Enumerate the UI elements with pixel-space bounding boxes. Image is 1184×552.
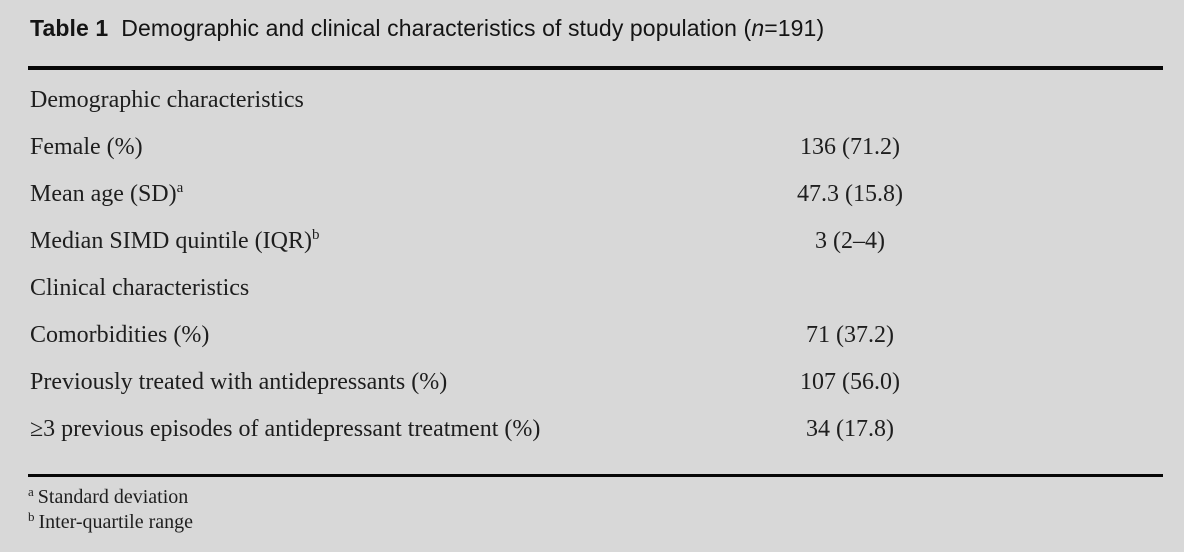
footnote-b-marker: b — [28, 509, 35, 524]
caption-n-value: =191) — [764, 15, 825, 41]
row-value: 47.3 (15.8) — [797, 181, 903, 207]
table-row: ≥3 previous episodes of antidepressant t… — [30, 406, 1060, 453]
table-row: Median SIMD quintile (IQR)b 3 (2–4) — [30, 218, 1060, 265]
section-heading: Clinical characteristics — [30, 275, 250, 301]
table-top-rule — [28, 66, 1163, 70]
row-value: 136 (71.2) — [800, 134, 900, 160]
table-row: Female (%) 136 (71.2) — [30, 124, 1060, 171]
row-value: 71 (37.2) — [806, 322, 894, 348]
row-value: 34 (17.8) — [806, 416, 894, 442]
superscript-marker: b — [311, 227, 320, 243]
row-label: Previously treated with antidepressants … — [30, 369, 448, 395]
footnote-b: b Inter-quartile range — [28, 510, 193, 535]
table-footnotes: a Standard deviation b Inter-quartile rang… — [28, 485, 193, 535]
row-label: Comorbidities (%) — [30, 322, 210, 348]
row-value: 3 (2–4) — [815, 228, 885, 254]
caption-n-italic: n — [751, 15, 765, 41]
section-heading: Demographic characteristics — [30, 87, 304, 113]
table-caption: Table 1 Demographic and clinical characte… — [30, 15, 824, 42]
table-row-section: Demographic characteristics — [30, 77, 1060, 124]
row-value — [640, 265, 1060, 312]
characteristics-table: Demographic characteristics Female (%) 1… — [30, 77, 1060, 453]
row-label: Mean age (SD) — [30, 181, 177, 207]
table-row: Mean age (SD)a 47.3 (15.8) — [30, 171, 1060, 218]
row-label: Female (%) — [30, 134, 143, 160]
table-caption-text: Demographic and clinical characteristics… — [121, 15, 752, 41]
footnote-a-text: Standard deviation — [37, 486, 189, 508]
table-bottom-rule — [28, 474, 1163, 477]
row-label: Median SIMD quintile (IQR) — [30, 228, 312, 254]
row-label: ≥3 previous episodes of antidepressant t… — [30, 416, 541, 442]
footnote-a-marker: a — [28, 484, 34, 499]
footnote-b-text: Inter-quartile range — [38, 511, 194, 533]
table-number: Table 1 — [30, 15, 109, 41]
table-row: Comorbidities (%) 71 (37.2) — [30, 312, 1060, 359]
row-value: 107 (56.0) — [800, 369, 900, 395]
footnote-a: a Standard deviation — [28, 485, 193, 510]
table-row-section: Clinical characteristics — [30, 265, 1060, 312]
superscript-marker: a — [176, 180, 184, 196]
row-value — [640, 77, 1060, 124]
table-row: Previously treated with antidepressants … — [30, 359, 1060, 406]
